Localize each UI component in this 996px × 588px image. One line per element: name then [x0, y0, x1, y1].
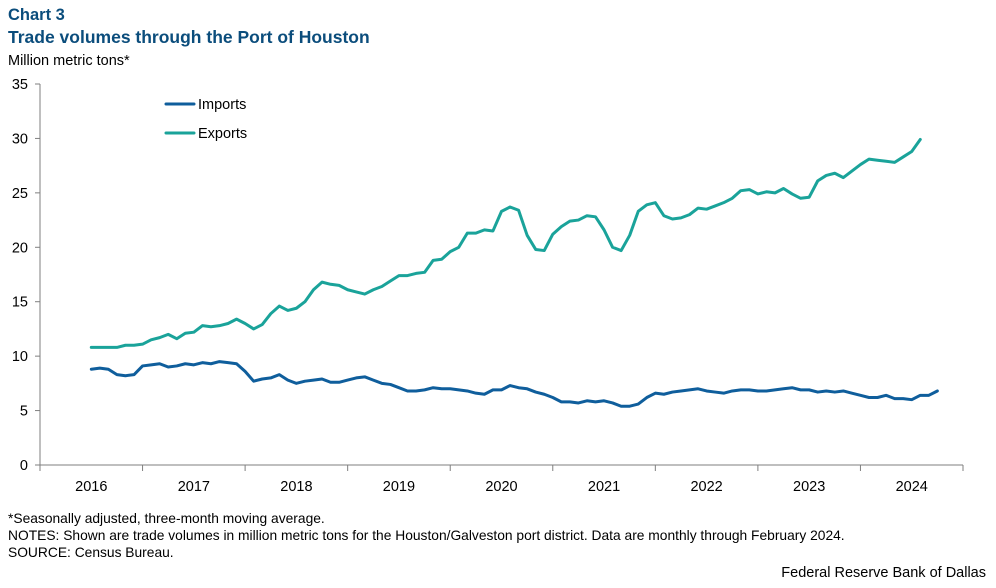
series-line-imports	[89, 360, 939, 408]
y-tick-label: 20	[12, 240, 28, 256]
note-source: SOURCE: Census Bureau.	[8, 545, 174, 560]
note-seasonal-adjustment: *Seasonally adjusted, three-month moving…	[8, 511, 325, 526]
publisher-credit: Federal Reserve Bank of Dallas	[781, 565, 986, 581]
chart-notes: *Seasonally adjusted, three-month moving…	[8, 510, 845, 561]
y-tick-label: 35	[12, 77, 28, 93]
chart-legend: Imports Exports	[164, 97, 247, 142]
x-tick-label: 2021	[588, 479, 620, 495]
y-tick-label: 30	[12, 131, 28, 147]
y-axis-unit-label: Million metric tons*	[8, 53, 130, 69]
y-tick-label: 25	[12, 186, 28, 202]
y-tick-label: 15	[12, 295, 28, 311]
chart-axes: 0 5 10 15 20 25 30 35 2016 2017 2018 2019 2020 2021 20…	[12, 77, 964, 495]
x-tick-label: 2022	[690, 479, 722, 495]
x-tick-label: 2020	[485, 479, 517, 495]
x-tick-label: 2018	[280, 479, 312, 495]
chart-title: Trade volumes through the Port of Housto…	[8, 27, 370, 47]
chart-number-label: Chart 3	[8, 6, 65, 24]
y-tick-label: 0	[20, 458, 28, 474]
y-tick-label: 5	[20, 404, 28, 420]
x-tick-label: 2017	[178, 479, 210, 495]
legend-label-exports: Exports	[198, 126, 247, 142]
x-tick-label: 2023	[793, 479, 825, 495]
series-line-exports	[89, 138, 922, 349]
x-tick-label: 2024	[896, 479, 928, 495]
legend-label-imports: Imports	[198, 97, 246, 113]
y-tick-label: 10	[12, 349, 28, 365]
chart-series-lines	[89, 138, 939, 408]
note-description: NOTES: Shown are trade volumes in millio…	[8, 528, 845, 543]
line-chart: 0 5 10 15 20 25 30 35 2016 2017 2018 2019 2020 2021 20…	[12, 77, 964, 495]
x-tick-label: 2019	[383, 479, 415, 495]
x-tick-label: 2016	[75, 479, 107, 495]
